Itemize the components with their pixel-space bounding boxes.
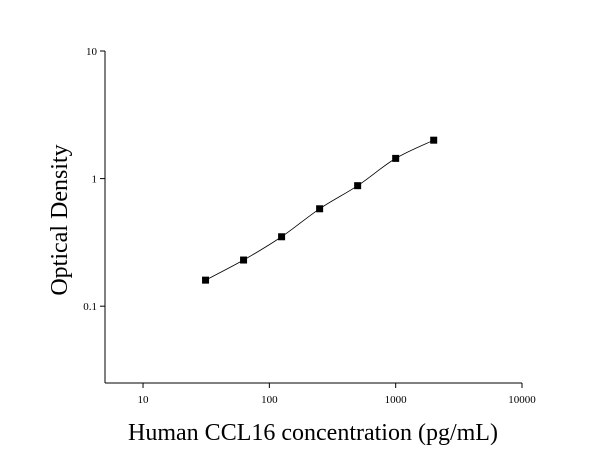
data-point (392, 154, 400, 162)
x-tick-label: 10000 (508, 394, 536, 406)
data-point (202, 276, 210, 284)
x-tick-label: 1000 (385, 394, 408, 406)
y-tick-label: 1 (92, 174, 98, 186)
y-tick-label: 0.1 (83, 301, 97, 313)
x-tick-label: 100 (261, 394, 278, 406)
data-point (354, 182, 362, 190)
y-tick-label: 10 (86, 46, 98, 58)
data-point (316, 205, 324, 213)
data-point (240, 256, 248, 264)
x-tick-label: 10 (138, 394, 150, 406)
data-point (278, 233, 286, 241)
y-axis-title: Optical Density (47, 144, 73, 295)
data-point (430, 136, 438, 144)
x-axis-title: Human CCL16 concentration (pg/mL) (128, 420, 498, 446)
